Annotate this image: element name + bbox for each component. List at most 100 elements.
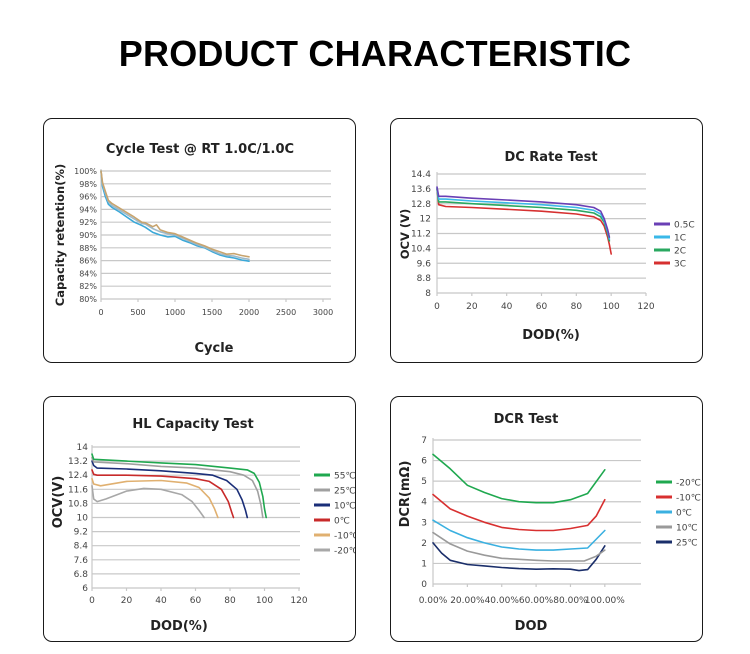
x-tick-label: 100: [256, 596, 273, 606]
series-line-sample-2: [100, 170, 250, 261]
x-tick-label: 120: [290, 596, 307, 606]
x-tick-label: 100.00%: [585, 596, 625, 606]
x-axis-label: DOD(%): [150, 619, 208, 634]
y-tick-label: 13.6: [411, 185, 431, 195]
x-tick-label: 100: [603, 302, 620, 312]
dcr-test-chart: DCR Test 0 1 2 3 4 5 6 7 0.00% 20.00% 40.00% 60.00% 8…: [398, 412, 701, 634]
legend-label: 0.5C: [674, 221, 695, 231]
legend-label: 1C: [674, 234, 686, 244]
series-line-10c: [91, 477, 219, 519]
chart-title: DC Rate Test: [504, 150, 597, 165]
series-line-25c: [432, 542, 606, 572]
y-tick-label: 6: [82, 584, 88, 594]
chart-card-dcr-test: DCR Test 0 1 2 3 4 5 6 7 0.00% 20.00% 40.00% 60.00% 8…: [390, 396, 703, 642]
x-tick-label: 60: [190, 596, 202, 606]
series-line-20c: [432, 453, 606, 504]
y-tick-label: 10.8: [68, 499, 88, 509]
legend-item-0c: 0℃: [314, 517, 350, 527]
y-tick-label: 5: [421, 477, 427, 487]
y-tick-label: 8: [425, 289, 431, 299]
x-tick-label: 20: [121, 596, 133, 606]
series-line-10c: [91, 460, 249, 519]
legend-item-1c: 1C: [654, 234, 686, 244]
y-tick-label: 9.2: [74, 528, 88, 538]
y-tick-label: 84%: [79, 269, 97, 278]
series-line-55c: [91, 453, 267, 519]
y-tick-label: 3: [421, 518, 427, 528]
y-tick-label: 6.8: [74, 570, 89, 580]
chart-title: Cycle Test @ RT 1.0C/1.0C: [106, 142, 294, 157]
y-tick-label: 11.2: [411, 230, 431, 240]
legend-item-0p5c: 0.5C: [654, 221, 695, 231]
series-line-1c: [436, 187, 611, 240]
x-axis-label: Cycle: [195, 341, 234, 356]
x-tick-label: 60: [536, 302, 548, 312]
y-axis-label: OCV(V): [51, 476, 66, 529]
series-line-0c: [91, 469, 235, 519]
legend-item-10c: -10℃: [656, 494, 701, 504]
x-tick-label: 0: [434, 302, 440, 312]
cycle-test-chart: Cycle Test @ RT 1.0C/1.0C 80% 82% 84% 86% 88%…: [53, 142, 333, 356]
legend-item-10c: 10℃: [656, 524, 698, 534]
y-tick-label: 8.4: [74, 542, 89, 552]
series-line-sample-1: [100, 170, 250, 258]
chart-card-hl-capacity-test: HL Capacity Test 6 6.8 7.6 8.4 9.2 10 10.8 11.6 1…: [43, 396, 356, 642]
series-line-25c: [91, 456, 264, 519]
x-tick-label: 120: [637, 302, 654, 312]
y-tick-label: 11.6: [68, 485, 88, 495]
x-tick-label: 80: [571, 302, 583, 312]
x-tick-label: 40.00%: [485, 596, 520, 606]
legend-item-2c: 2C: [654, 247, 686, 257]
y-tick-label: 82%: [79, 282, 97, 291]
y-tick-label: 96%: [79, 193, 97, 202]
y-tick-label: 6: [421, 457, 427, 467]
x-axis-label: DOD(%): [522, 328, 580, 343]
legend-item-25c: 25℃: [656, 539, 698, 549]
x-tick-label: 0: [89, 596, 95, 606]
x-tick-label: 80: [224, 596, 236, 606]
y-tick-label: 90%: [79, 231, 97, 240]
x-tick-label: 0: [98, 308, 103, 317]
legend-label: 3C: [674, 260, 686, 270]
x-tick-label: 40: [155, 596, 167, 606]
legend-item-3c: 3C: [654, 260, 686, 270]
y-tick-label: 9.6: [417, 259, 432, 269]
legend-label: -20℃: [676, 479, 701, 489]
y-tick-label: 10.4: [411, 244, 431, 254]
x-tick-label: 80.00%: [553, 596, 588, 606]
x-tick-label: 1000: [165, 308, 185, 317]
x-tick-label: 20.00%: [450, 596, 485, 606]
y-tick-label: 98%: [79, 180, 97, 189]
series-line-10c: [432, 493, 606, 532]
legend-item-0c: 0℃: [656, 509, 692, 519]
y-tick-label: 12.4: [68, 471, 88, 481]
legend-label: -10℃: [334, 532, 356, 542]
series-line-3c: [436, 188, 612, 255]
legend-label: 0℃: [334, 517, 350, 527]
x-tick-label: 40: [501, 302, 513, 312]
y-tick-label: 7: [421, 436, 427, 446]
legend-item-20c: -20℃: [656, 479, 701, 489]
y-axis-label: OCV (V): [398, 209, 412, 260]
y-tick-label: 80%: [79, 295, 97, 304]
series-line-sample-3: [100, 170, 250, 262]
y-tick-label: 13.2: [68, 457, 88, 467]
legend-label: 0℃: [676, 509, 692, 519]
y-tick-label: 4: [421, 498, 427, 508]
x-tick-label: 2000: [239, 308, 259, 317]
legend-label: 25℃: [676, 539, 698, 549]
hl-capacity-test-chart: HL Capacity Test 6 6.8 7.6 8.4 9.2 10 10.8 11.6 1…: [51, 417, 356, 634]
legend-label: -10℃: [676, 494, 701, 504]
legend-label: 2C: [674, 247, 686, 257]
legend-item-25c: 25℃: [314, 487, 355, 497]
dc-rate-test-chart: DC Rate Test 8 8.8 9.6 10.4 11.2 12 12.8 13.6 14.…: [398, 150, 695, 343]
chart-card-cycle-test: Cycle Test @ RT 1.0C/1.0C 80% 82% 84% 86% 88%…: [43, 118, 356, 363]
y-tick-label: 12.8: [411, 200, 431, 210]
y-tick-label: 94%: [79, 205, 97, 214]
x-tick-label: 500: [130, 308, 145, 317]
y-tick-label: 92%: [79, 218, 97, 227]
legend-label: 55℃: [334, 472, 356, 482]
x-tick-label: 2500: [276, 308, 296, 317]
series-line-0c: [432, 519, 606, 551]
y-tick-label: 1: [421, 559, 427, 569]
